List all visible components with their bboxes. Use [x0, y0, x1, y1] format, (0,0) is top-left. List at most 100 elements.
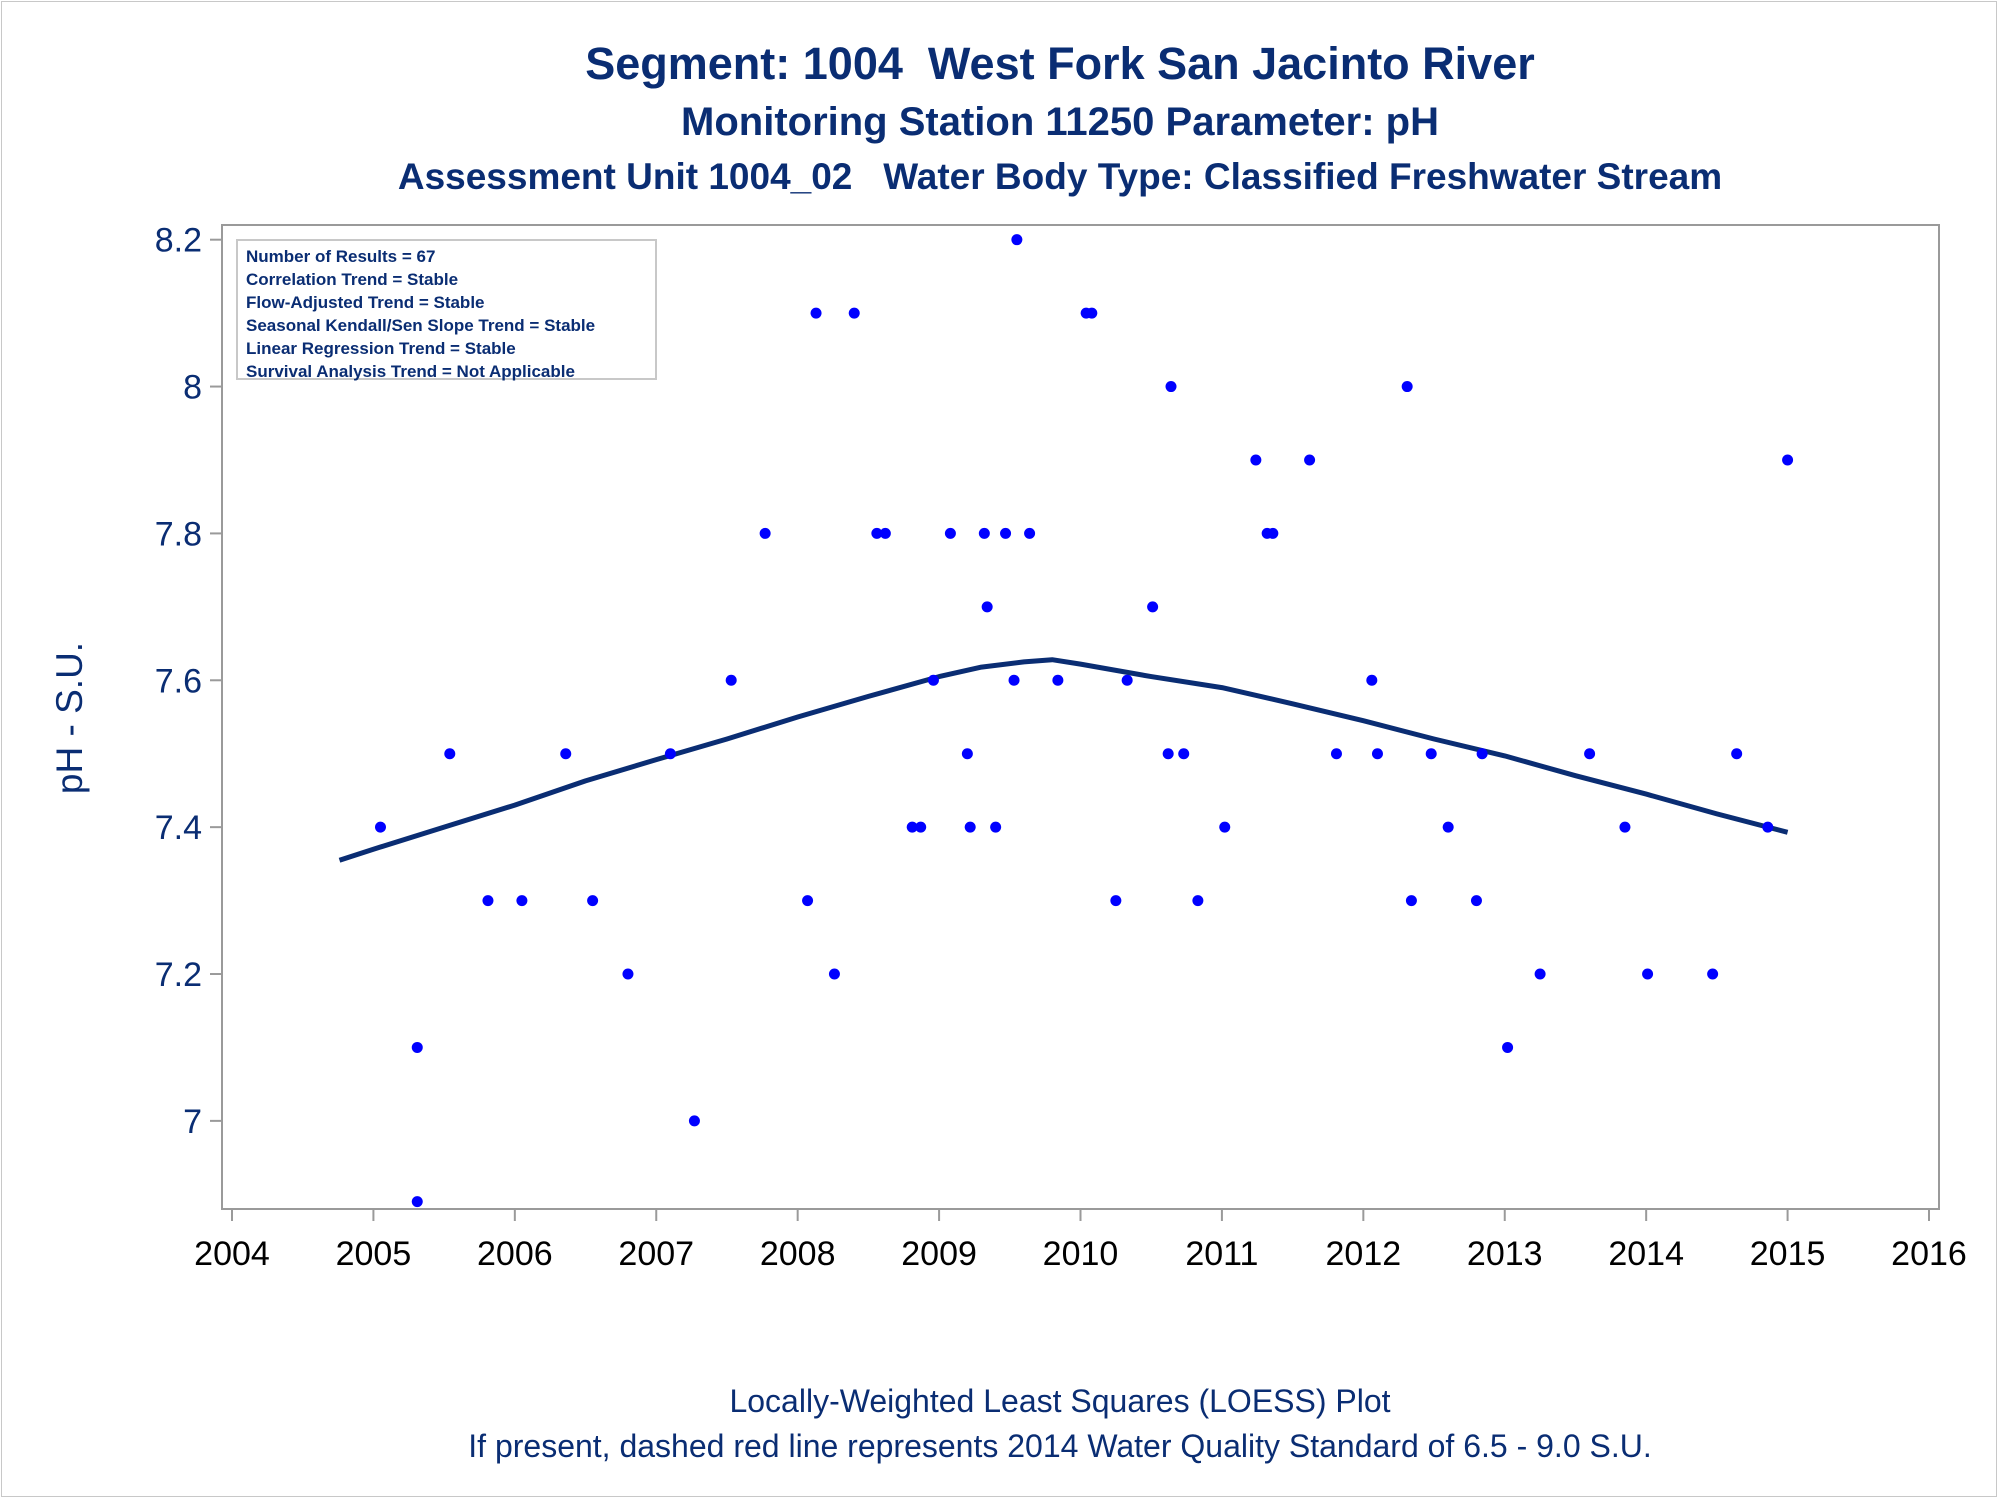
stat-seasonal-kendall-trend: Seasonal Kendall/Sen Slope Trend = Stabl…	[246, 316, 596, 335]
y-tick-label: 7	[183, 1103, 202, 1141]
data-point	[1267, 527, 1279, 539]
loess-line	[338, 657, 1789, 863]
y-axis: 7 7.2 7.4 7.6 7.8 8 8.2	[155, 222, 222, 1141]
data-point	[1366, 674, 1378, 686]
x-tick-label: 2007	[618, 1235, 694, 1273]
data-point	[1000, 527, 1012, 539]
y-tick-label: 7.6	[155, 662, 202, 700]
data-point	[1330, 748, 1342, 760]
data-point	[1731, 748, 1743, 760]
stat-flow-adjusted-trend: Flow-Adjusted Trend = Stable	[246, 293, 485, 312]
data-point	[759, 527, 771, 539]
loess-layer	[338, 657, 1789, 863]
data-point	[411, 1041, 423, 1053]
data-point	[1052, 674, 1064, 686]
data-point	[1304, 454, 1316, 466]
data-point	[1178, 748, 1190, 760]
data-point	[482, 895, 494, 907]
data-point	[1425, 748, 1437, 760]
data-point	[1110, 895, 1122, 907]
data-point	[1192, 895, 1204, 907]
data-point	[411, 1196, 423, 1208]
data-point	[1371, 748, 1383, 760]
data-point	[1219, 821, 1231, 833]
data-point	[374, 821, 386, 833]
data-point	[961, 748, 973, 760]
data-point	[1470, 895, 1482, 907]
x-tick-label: 2015	[1750, 1235, 1826, 1273]
data-point	[944, 527, 956, 539]
data-point	[1619, 821, 1631, 833]
stat-linear-regression-trend: Linear Regression Trend = Stable	[246, 339, 516, 358]
data-point	[828, 968, 840, 980]
y-tick-label: 7.4	[155, 809, 202, 847]
data-point	[1502, 1041, 1514, 1053]
data-point	[1011, 234, 1023, 246]
chart-subtitle-station: Monitoring Station 11250 Parameter: pH	[681, 100, 1439, 144]
data-point	[622, 968, 634, 980]
y-tick-label: 8	[183, 369, 202, 407]
stat-correlation-trend: Correlation Trend = Stable	[246, 270, 459, 289]
data-point	[1024, 527, 1036, 539]
data-point	[927, 674, 939, 686]
data-point	[871, 527, 883, 539]
data-point	[1584, 748, 1596, 760]
chart-subtitle-assessment: Assessment Unit 1004_02 Water Body Type:…	[397, 156, 1723, 197]
y-tick-label: 7.2	[155, 956, 202, 994]
y-tick-label: 7.8	[155, 515, 202, 553]
data-point	[915, 821, 927, 833]
data-point	[879, 527, 891, 539]
data-point	[981, 601, 993, 613]
x-tick-label: 2004	[194, 1235, 270, 1273]
data-point	[587, 895, 599, 907]
x-axis: 2004 2005 2006 2007 2008 2009 2010 2011 2012 2013…	[194, 1209, 1967, 1273]
stat-survival-analysis-trend: Survival Analysis Trend = Not Applicable	[246, 362, 575, 381]
data-point	[688, 1115, 700, 1127]
data-point	[1162, 748, 1174, 760]
x-tick-label: 2011	[1185, 1235, 1258, 1273]
footnote-standard: If present, dashed red line represents 2…	[468, 1428, 1652, 1464]
data-point	[725, 674, 737, 686]
stat-number-of-results: Number of Results = 67	[246, 247, 436, 266]
data-point	[1008, 674, 1020, 686]
data-point	[1642, 968, 1654, 980]
data-point	[1147, 601, 1159, 613]
trend-stats-box: Number of Results = 67 Correlation Trend…	[236, 239, 657, 381]
x-tick-label: 2008	[760, 1235, 836, 1273]
data-point	[848, 307, 860, 319]
data-point	[516, 895, 528, 907]
x-tick-label: 2006	[477, 1235, 553, 1273]
data-point	[978, 527, 990, 539]
x-tick-label: 2010	[1043, 1235, 1119, 1273]
data-point	[1121, 674, 1133, 686]
data-point	[1707, 968, 1719, 980]
data-point	[990, 821, 1002, 833]
points-layer	[333, 234, 1794, 1208]
data-point	[810, 307, 822, 319]
data-point	[1250, 454, 1262, 466]
x-tick-label: 2005	[336, 1235, 412, 1273]
data-point	[1782, 454, 1794, 466]
data-point	[1762, 821, 1774, 833]
chart-title: Segment: 1004 West Fork San Jacinto Rive…	[585, 38, 1535, 89]
data-point	[906, 821, 918, 833]
x-tick-label: 2014	[1608, 1235, 1684, 1273]
data-point	[444, 748, 456, 760]
data-point	[1165, 381, 1177, 393]
data-point	[560, 748, 572, 760]
footnote-loess: Locally-Weighted Least Squares (LOESS) P…	[729, 1383, 1391, 1419]
data-point	[664, 748, 676, 760]
data-point	[964, 821, 976, 833]
data-point	[1086, 307, 1098, 319]
x-tick-label: 2009	[901, 1235, 977, 1273]
data-point	[1405, 895, 1417, 907]
x-tick-label: 2013	[1467, 1235, 1543, 1273]
data-point	[802, 895, 814, 907]
data-point	[1534, 968, 1546, 980]
x-tick-label: 2016	[1891, 1235, 1967, 1273]
data-point	[1401, 381, 1413, 393]
data-point	[1476, 748, 1488, 760]
y-tick-label: 8.2	[155, 222, 202, 260]
